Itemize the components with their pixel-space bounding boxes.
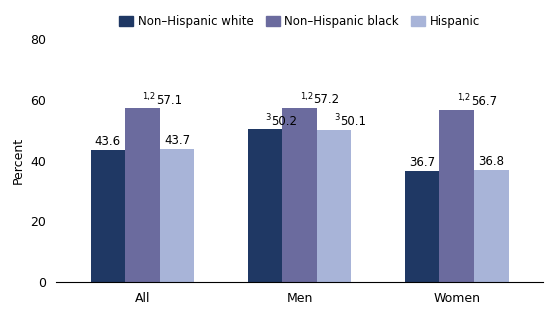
Bar [317, 130, 352, 282]
Y-axis label: Percent: Percent [12, 137, 25, 184]
Text: 3: 3 [265, 113, 270, 122]
Bar [91, 150, 125, 282]
Text: 1,2: 1,2 [142, 92, 156, 101]
Bar [160, 149, 194, 282]
Text: 3: 3 [334, 113, 339, 122]
Legend: Non–Hispanic white, Non–Hispanic black, Hispanic: Non–Hispanic white, Non–Hispanic black, … [114, 10, 485, 33]
Text: 57.2: 57.2 [314, 93, 339, 106]
Text: 1,2: 1,2 [457, 93, 470, 102]
Text: 43.6: 43.6 [95, 135, 121, 148]
Bar [405, 170, 440, 282]
Text: 50.1: 50.1 [340, 115, 366, 128]
Text: 57.1: 57.1 [156, 93, 183, 107]
Text: 36.8: 36.8 [478, 155, 505, 169]
Text: 43.7: 43.7 [164, 134, 190, 147]
Bar [248, 129, 282, 282]
Text: 36.7: 36.7 [409, 156, 435, 169]
Text: 1,2: 1,2 [300, 92, 312, 101]
Bar [282, 108, 317, 282]
Bar [474, 170, 508, 282]
Bar [440, 109, 474, 282]
Bar [125, 108, 160, 282]
Text: 50.2: 50.2 [270, 115, 297, 127]
Text: 56.7: 56.7 [470, 95, 497, 108]
